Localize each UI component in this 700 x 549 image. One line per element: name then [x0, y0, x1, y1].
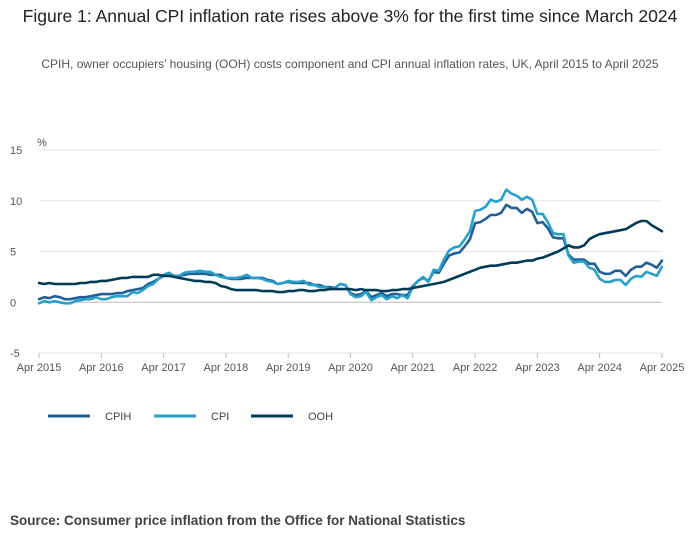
x-tick-label: Apr 2017	[141, 362, 186, 374]
y-tick-label: 10	[10, 196, 22, 208]
x-tick-label: Apr 2023	[515, 362, 560, 374]
inflation-line-chart: -5 0 5 10 15% Apr 2015 Apr 2016 Apr 2017 Apr 201…	[10, 137, 685, 423]
series-line-ooh	[37, 219, 664, 294]
source-note: Source: Consumer price inflation from th…	[10, 513, 465, 528]
y-tick-label: 0	[10, 297, 16, 309]
x-tick-label: Apr 2019	[266, 362, 311, 374]
x-tick-label: Apr 2020	[328, 362, 373, 374]
legend-label-ooh: OOH	[308, 411, 333, 423]
legend-label-cpi: CPI	[211, 411, 229, 423]
y-tick-label: 5	[10, 247, 16, 259]
series-line-cpi	[37, 188, 664, 305]
x-tick-label: Apr 2016	[79, 362, 124, 374]
legend-label-cpih: CPIH	[105, 411, 131, 423]
x-tick-label: Apr 2022	[453, 362, 498, 374]
y-axis-label: %	[37, 137, 47, 149]
source-text: Consumer price inflation from the Office…	[64, 513, 466, 528]
x-tick-label: Apr 2024	[577, 362, 622, 374]
source-label: Source:	[10, 513, 61, 528]
x-tick-label: Apr 2025	[640, 362, 685, 374]
x-tick-label: Apr 2015	[17, 362, 62, 374]
x-tick-label: Apr 2021	[390, 362, 435, 374]
chart-title: Figure 1: Annual CPI inflation rate rise…	[22, 6, 678, 26]
x-tick-label: Apr 2018	[204, 362, 249, 374]
y-tick-label: 15	[10, 145, 22, 157]
chart-subtitle: CPIH, owner occupiers’ housing (OOH) cos…	[41, 57, 659, 71]
y-tick-label: -5	[10, 348, 20, 360]
